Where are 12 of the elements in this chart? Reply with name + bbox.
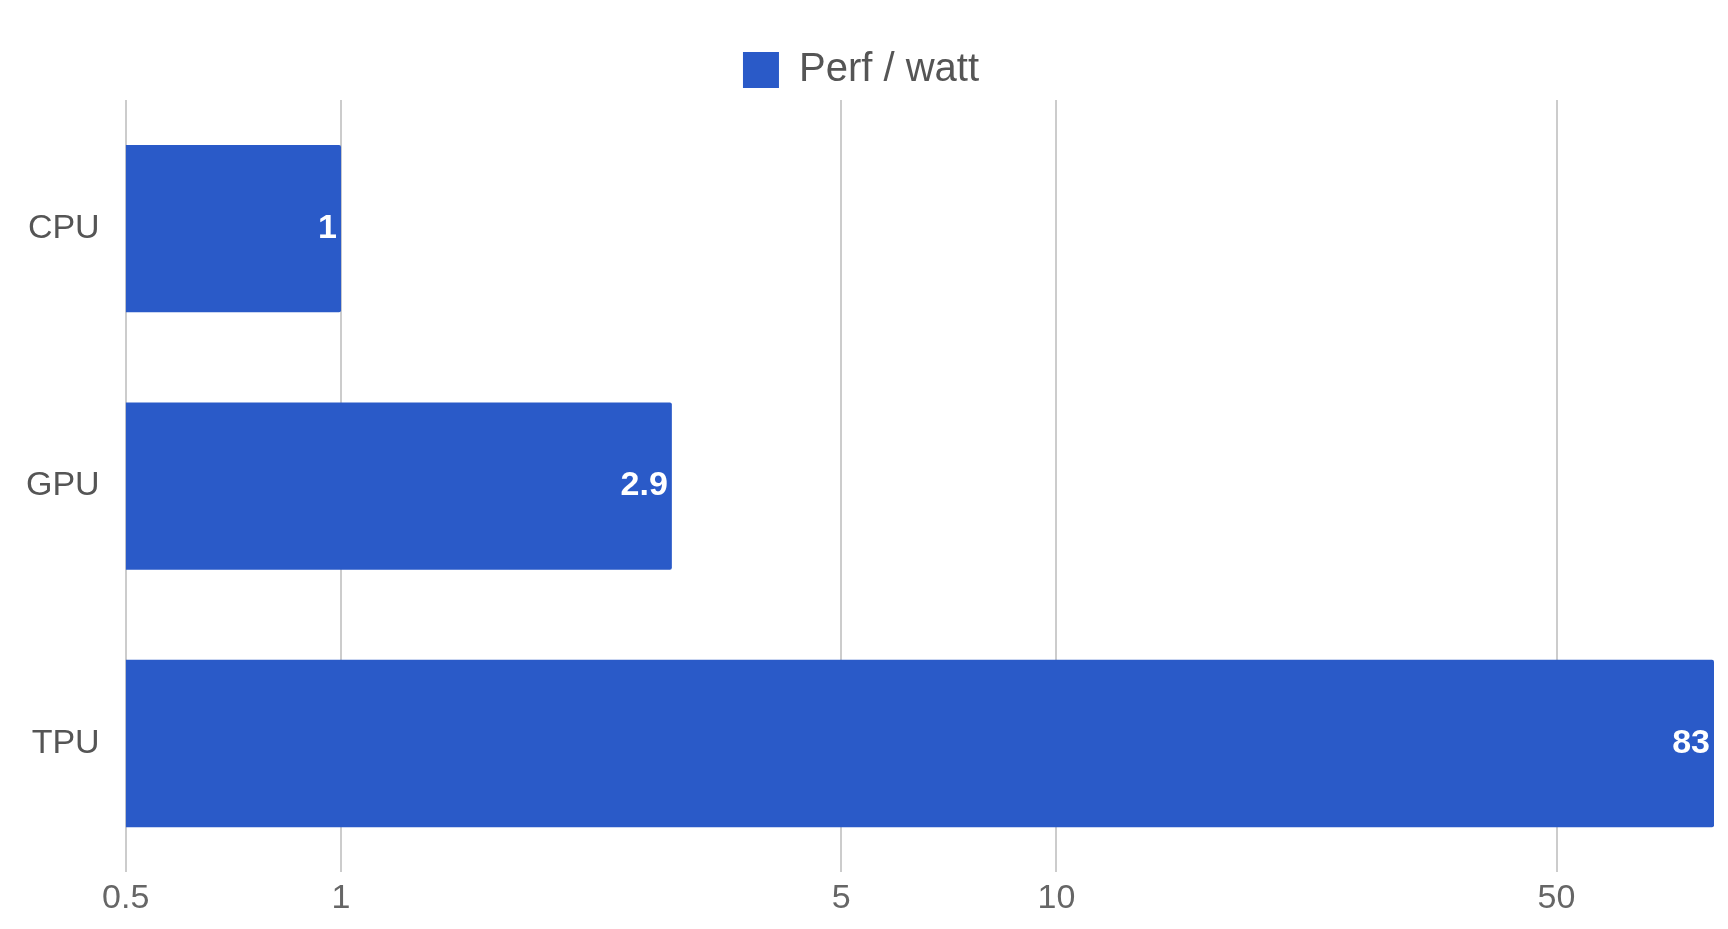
- data-label: 2.9: [620, 464, 668, 503]
- x-tick-label: 50: [1537, 876, 1576, 915]
- y-tick-label: TPU: [31, 721, 100, 760]
- legend-label: Perf / watt: [798, 45, 980, 90]
- x-tick-label: 1: [331, 876, 351, 915]
- x-tick-label: 10: [1037, 876, 1076, 915]
- y-tick-label: CPU: [27, 207, 100, 246]
- x-tick-label: 5: [831, 876, 851, 915]
- y-tick-label: GPU: [25, 464, 100, 503]
- data-label: 83: [1672, 721, 1710, 760]
- data-label: 1: [318, 207, 338, 246]
- x-tick-label: 0.5: [102, 876, 150, 915]
